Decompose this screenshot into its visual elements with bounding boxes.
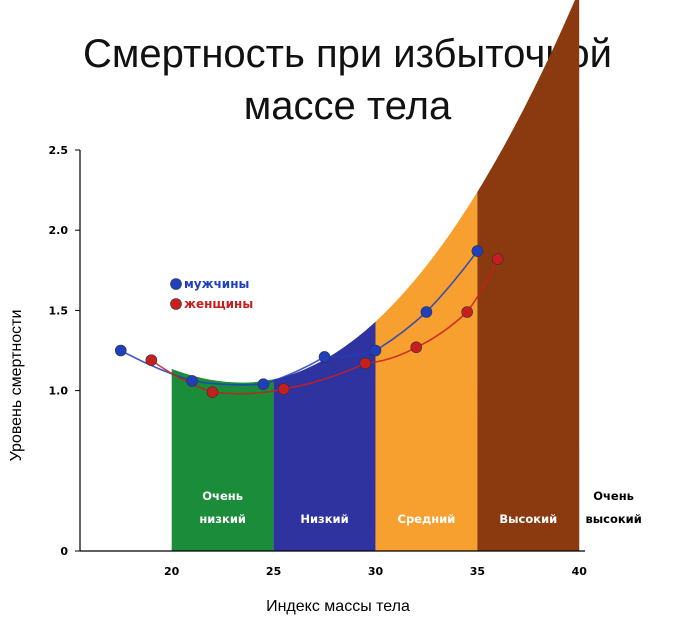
data-point-women bbox=[277, 383, 290, 395]
zone-label-line2: низкий bbox=[199, 512, 246, 526]
legend-marker bbox=[170, 298, 182, 310]
data-point-women bbox=[206, 386, 219, 399]
x-tick-label: 20 bbox=[164, 565, 180, 578]
legend: мужчины женщины bbox=[170, 277, 253, 311]
zone-0 bbox=[171, 368, 274, 551]
zone-label-line1: Очень bbox=[202, 489, 243, 503]
zone-label-line2: Средний bbox=[398, 512, 456, 526]
data-point-men bbox=[420, 306, 433, 318]
chart-title: Смертность при избыточной массе тела bbox=[0, 28, 695, 132]
data-point-men bbox=[114, 344, 127, 357]
zone-label-line2: высокий bbox=[585, 512, 641, 526]
data-point-women bbox=[359, 357, 372, 370]
legend-marker bbox=[170, 278, 182, 290]
axes: 0 1.0 1.5 2.0 2.5 20 25 30 35 40 bbox=[49, 144, 588, 578]
zone-label-line2: Высокий bbox=[499, 512, 557, 526]
y-tick-label: 2.5 bbox=[49, 144, 69, 157]
title-line-2: массе тела bbox=[243, 84, 452, 128]
data-point-men bbox=[257, 378, 270, 390]
zone-labels: Очень низкий Низкий Средний Высокий Очень высо… bbox=[199, 489, 641, 526]
zone-label-line2: Низкий bbox=[300, 512, 348, 526]
x-tick-label: 25 bbox=[266, 565, 281, 578]
y-tick-label: 1.0 bbox=[49, 385, 69, 398]
legend-label: мужчины bbox=[184, 277, 249, 291]
x-axis-title: Индекс массы тела bbox=[266, 598, 410, 615]
y-tick-label: 2.0 bbox=[49, 224, 69, 237]
data-point-women bbox=[491, 253, 504, 265]
zone-1 bbox=[273, 321, 376, 551]
risk-zones bbox=[171, 0, 580, 551]
title-line-1: Смертность при избыточной bbox=[83, 32, 612, 76]
data-point-men bbox=[471, 245, 484, 257]
data-point-men bbox=[186, 375, 198, 387]
y-tick-label: 1.5 bbox=[49, 304, 69, 317]
x-tick-label: 35 bbox=[470, 565, 485, 578]
data-point-men bbox=[369, 344, 382, 357]
x-tick-label: 40 bbox=[572, 565, 588, 578]
zone-2 bbox=[375, 191, 478, 551]
y-tick-label: 0 bbox=[60, 545, 68, 558]
data-point-men bbox=[318, 351, 331, 363]
data-point-women bbox=[410, 341, 423, 354]
y-axis-title: Уровень смертности bbox=[8, 310, 25, 462]
data-points bbox=[114, 245, 504, 399]
x-tick-label: 30 bbox=[368, 565, 384, 578]
zone-3 bbox=[477, 0, 580, 551]
data-point-women bbox=[461, 306, 473, 318]
data-point-women bbox=[145, 354, 158, 366]
legend-label: женщины bbox=[184, 297, 253, 311]
zone-label-line1: Очень bbox=[593, 489, 634, 503]
